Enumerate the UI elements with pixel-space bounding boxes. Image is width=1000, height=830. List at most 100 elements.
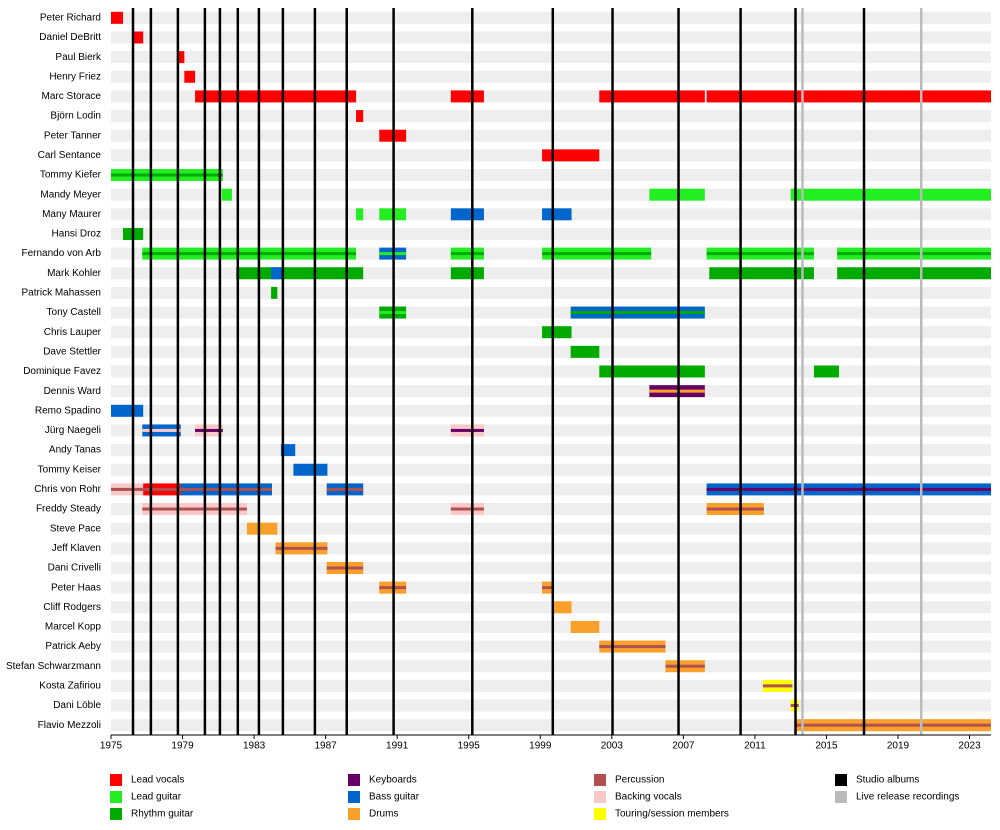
member-name: Paul Bierk: [55, 52, 102, 63]
legend-label: Live release recordings: [856, 792, 959, 803]
legend-swatch: [348, 791, 360, 803]
row-stripe: [111, 286, 991, 299]
member-name: Chris Lauper: [44, 327, 102, 338]
role-stripe: [570, 311, 705, 315]
row-stripe: [111, 129, 991, 142]
member-name: Dennis Ward: [44, 386, 101, 397]
member-name: Peter Tanner: [44, 130, 102, 141]
legend-swatch: [110, 791, 122, 803]
member-name: Many Maurer: [42, 209, 102, 220]
row-stripe: [111, 542, 991, 555]
membership-bar: [271, 267, 282, 280]
membership-bar: [542, 208, 572, 221]
membership-bar: [356, 208, 364, 221]
x-tick-label: 2007: [672, 741, 695, 752]
row-stripe: [111, 306, 991, 319]
role-stripe: [706, 252, 814, 256]
role-stripe: [796, 723, 991, 727]
row-stripe: [111, 70, 991, 83]
row-stripe: [111, 51, 991, 64]
x-tick-label: 2023: [958, 741, 981, 752]
row-stripe: [111, 385, 991, 398]
member-name: Tony Castell: [47, 307, 101, 318]
legend-swatch: [110, 808, 122, 820]
membership-bar: [236, 267, 364, 280]
row-stripe: [111, 169, 991, 182]
row-stripe: [111, 660, 991, 673]
member-name: Kosta Zafiriou: [39, 681, 101, 692]
legend-swatch: [110, 774, 122, 786]
x-tick-label: 2019: [887, 741, 910, 752]
role-stripe: [111, 487, 144, 491]
role-stripe: [450, 428, 484, 432]
legend-swatch: [835, 791, 847, 803]
row-stripe: [111, 463, 991, 476]
membership-bar: [280, 444, 296, 457]
member-name: Chris von Rohr: [34, 484, 101, 495]
member-name: Patrick Mahassen: [22, 288, 101, 299]
role-stripe: [649, 389, 705, 393]
membership-bar: [246, 522, 278, 535]
member-name: Jürg Naegeli: [45, 425, 101, 436]
role-stripe: [326, 487, 364, 491]
legend-label: Drums: [369, 809, 398, 820]
legend-label: Touring/session members: [615, 809, 729, 820]
member-name: Mandy Meyer: [40, 189, 101, 200]
legend-label: Lead vocals: [131, 775, 184, 786]
membership-bar: [570, 620, 600, 633]
member-name: Tommy Keiser: [38, 464, 102, 475]
membership-bar: [542, 326, 572, 339]
membership-bar: [184, 70, 196, 83]
membership-bar: [111, 11, 123, 24]
x-tick-label: 1975: [100, 741, 123, 752]
x-tick-label: 2015: [815, 741, 838, 752]
membership-bar: [790, 188, 991, 201]
legend-swatch: [835, 774, 847, 786]
row-stripe: [111, 227, 991, 240]
x-tick-label: 1995: [458, 741, 481, 752]
row-stripe: [111, 699, 991, 712]
x-tick-label: 1979: [171, 741, 194, 752]
legend-label: Lead guitar: [131, 792, 182, 803]
row-stripe: [111, 444, 991, 457]
legend-label: Keyboards: [369, 775, 417, 786]
role-stripe: [837, 252, 991, 256]
legend-label: Studio albums: [856, 775, 919, 786]
member-name: Björn Lodin: [50, 111, 101, 122]
member-name: Stefan Schwarzmann: [6, 661, 101, 672]
role-stripe: [450, 252, 484, 256]
role-stripe: [142, 428, 181, 432]
row-stripe: [111, 522, 991, 535]
row-stripe: [111, 640, 991, 653]
member-name: Andy Tanas: [49, 445, 101, 456]
x-tick-label: 2003: [601, 741, 624, 752]
membership-bar: [599, 90, 705, 103]
role-stripe: [599, 645, 666, 649]
row-stripe: [111, 620, 991, 633]
member-name: Flavio Mezzoli: [38, 720, 101, 731]
member-name: Henry Friez: [49, 71, 101, 82]
role-stripe: [542, 252, 652, 256]
member-name: Daniel DeBritt: [39, 32, 101, 43]
legend-label: Backing vocals: [615, 792, 682, 803]
row-stripe: [111, 601, 991, 614]
membership-bar: [132, 31, 144, 44]
role-stripe: [706, 487, 991, 491]
member-name: Jeff Klaven: [52, 543, 101, 554]
legend-swatch: [594, 791, 606, 803]
role-stripe: [180, 487, 272, 491]
membership-bar: [709, 267, 814, 280]
membership-bar: [813, 365, 839, 378]
role-stripe: [665, 664, 705, 668]
membership-bar: [271, 286, 278, 299]
x-tick-label: 1999: [529, 741, 552, 752]
member-name: Dani Löble: [53, 700, 101, 711]
member-name: Dominique Favez: [23, 366, 101, 377]
member-name: Patrick Aeby: [45, 641, 101, 652]
membership-bar: [450, 90, 484, 103]
x-tick-label: 1991: [386, 741, 409, 752]
membership-bar: [599, 365, 705, 378]
membership-bar: [553, 601, 572, 614]
x-tick-label: 1987: [315, 741, 338, 752]
